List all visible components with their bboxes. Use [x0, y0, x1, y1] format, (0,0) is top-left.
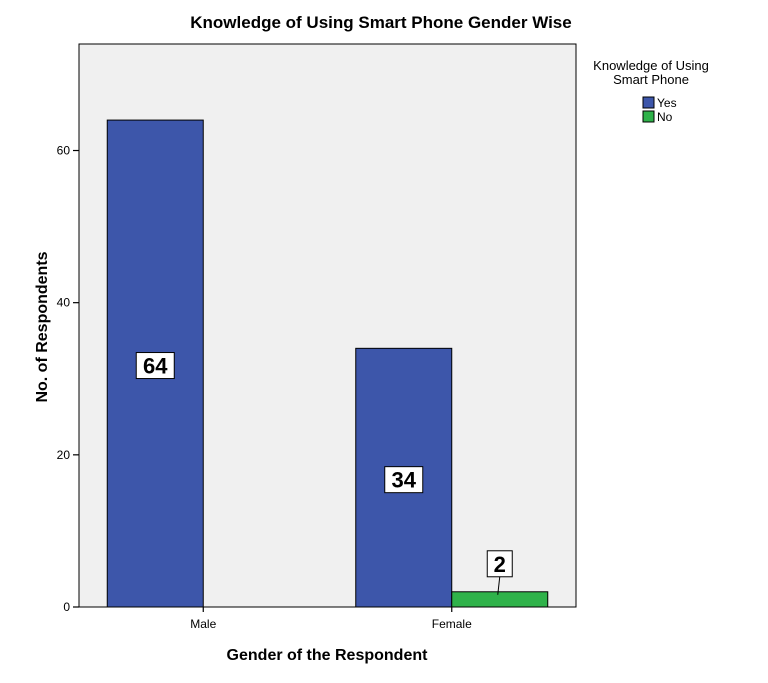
legend-title-line-2: Smart Phone — [613, 72, 689, 87]
data-labels-layer: 64 34 2 — [135, 352, 513, 595]
data-label-box — [384, 466, 424, 494]
data-label-no-female: 2 — [486, 550, 513, 595]
chart-title: Knowledge of Using Smart Phone Gender Wi… — [190, 13, 571, 32]
data-label-text: 34 — [392, 468, 417, 493]
data-label-yes-male: 64 — [135, 352, 175, 380]
legend-item-yes: Yes — [642, 96, 677, 110]
axes-layer: 0 20 40 60 Male Female — [57, 144, 472, 631]
data-label-text: 64 — [143, 354, 168, 379]
legend-label: Yes — [657, 96, 677, 110]
legend-swatch — [642, 96, 655, 109]
data-label-box — [135, 352, 175, 380]
legend-label: No — [657, 110, 673, 124]
legend-title-line-1: Knowledge of Using — [593, 58, 709, 73]
x-axis-title: Gender of the Respondent — [227, 647, 429, 664]
y-tick-label: 40 — [57, 296, 71, 310]
legend-swatch — [642, 110, 655, 123]
data-label-leader — [497, 576, 501, 595]
bar-no-female — [451, 591, 549, 608]
x-tick-label: Male — [190, 617, 216, 631]
y-tick-label: 20 — [57, 448, 71, 462]
y-tick-label: 0 — [63, 600, 70, 614]
legend-item-no: No — [642, 110, 673, 124]
data-label-text: 2 — [494, 552, 506, 577]
x-tick-label: Female — [432, 617, 472, 631]
data-label-yes-female: 34 — [384, 466, 424, 494]
y-tick-label: 60 — [57, 144, 71, 158]
y-axis-title: No. of Respondents — [34, 251, 51, 402]
